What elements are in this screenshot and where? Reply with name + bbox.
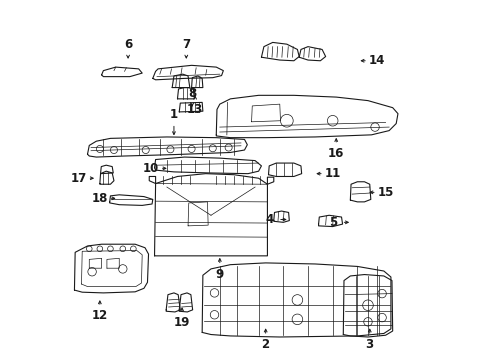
Text: 15: 15: [377, 186, 393, 199]
Text: 6: 6: [123, 39, 132, 51]
Text: 14: 14: [368, 54, 384, 67]
Text: 7: 7: [182, 39, 190, 51]
Text: 11: 11: [324, 167, 340, 180]
Text: 8: 8: [188, 87, 196, 100]
Text: 12: 12: [92, 309, 108, 322]
Text: 17: 17: [70, 172, 87, 185]
Text: 3: 3: [365, 338, 373, 351]
Text: 19: 19: [174, 316, 190, 329]
Text: 16: 16: [327, 147, 344, 160]
Text: 5: 5: [328, 216, 336, 229]
Text: 10: 10: [142, 162, 159, 175]
Text: 13: 13: [186, 103, 203, 116]
Text: 4: 4: [264, 213, 273, 226]
Text: 2: 2: [261, 338, 269, 351]
Text: 1: 1: [169, 108, 178, 121]
Text: 9: 9: [215, 268, 224, 281]
Text: 18: 18: [91, 192, 108, 205]
